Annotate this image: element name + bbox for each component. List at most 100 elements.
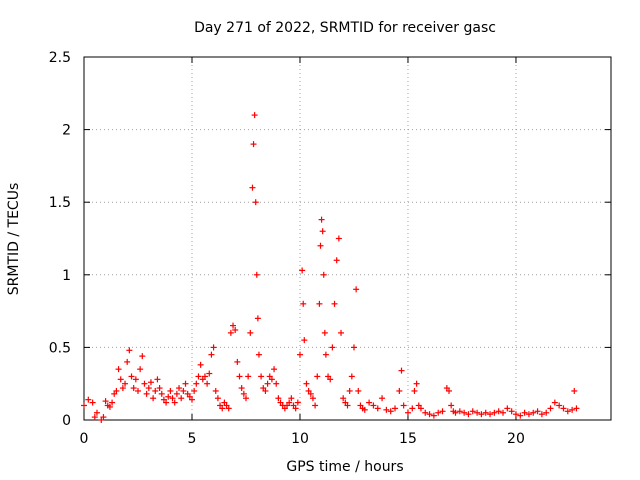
data-point <box>353 286 360 293</box>
data-point <box>413 380 420 387</box>
y-tick-label: 2 <box>62 123 71 139</box>
grid-lines <box>84 57 611 420</box>
data-point <box>361 406 368 413</box>
data-point <box>355 387 362 394</box>
data-point <box>430 412 437 419</box>
data-point <box>564 408 571 415</box>
data-point <box>100 414 107 421</box>
data-point <box>102 398 109 405</box>
data-point <box>167 387 174 394</box>
data-point <box>411 387 418 394</box>
data-point <box>264 380 271 387</box>
data-point <box>482 409 489 416</box>
data-point <box>178 395 185 402</box>
data-point <box>182 380 189 387</box>
data-point <box>225 405 232 412</box>
data-point <box>317 242 324 249</box>
data-point <box>560 405 567 412</box>
data-point <box>150 395 157 402</box>
data-point <box>122 380 129 387</box>
data-point <box>169 395 176 402</box>
data-point <box>383 406 390 413</box>
data-point <box>255 351 262 358</box>
data-point <box>204 380 211 387</box>
data-point <box>180 387 187 394</box>
data-point <box>331 300 338 307</box>
x-tick-label: 15 <box>399 431 417 447</box>
data-point <box>404 409 411 416</box>
data-point <box>452 409 459 416</box>
data-point <box>478 411 485 418</box>
data-point <box>249 184 256 191</box>
data-point <box>348 373 355 380</box>
data-point <box>571 387 578 394</box>
data-point <box>234 358 241 365</box>
data-point <box>188 396 195 403</box>
data-point <box>230 322 237 329</box>
data-point <box>392 405 399 412</box>
plot-frame <box>83 56 612 421</box>
data-point <box>156 385 163 392</box>
data-point <box>212 387 219 394</box>
data-point <box>461 409 468 416</box>
data-point <box>124 358 131 365</box>
data-point <box>409 405 416 412</box>
data-point <box>115 366 122 373</box>
data-point <box>191 387 198 394</box>
data-point <box>456 408 463 415</box>
data-point <box>322 351 329 358</box>
axis-ticks: 0 5 10 15 20 0 0.5 1 1.5 2 2.5 <box>49 50 611 447</box>
data-point <box>299 267 306 274</box>
data-point <box>258 373 265 380</box>
data-point <box>89 399 96 406</box>
y-tick-label: 1 <box>62 268 71 284</box>
data-point <box>147 379 154 386</box>
y-tick-label: 0.5 <box>49 340 71 356</box>
data-point <box>176 385 183 392</box>
data-point <box>534 408 541 415</box>
x-axis-label: GPS time / hours <box>286 459 403 475</box>
data-point <box>240 390 247 397</box>
data-point <box>556 402 563 409</box>
data-point <box>208 351 215 358</box>
data-point <box>301 337 308 344</box>
data-point <box>426 411 433 418</box>
x-tick-label: 0 <box>80 431 89 447</box>
data-point <box>551 399 558 406</box>
data-point <box>193 380 200 387</box>
data-point <box>327 376 334 383</box>
data-point <box>573 405 580 412</box>
data-point <box>512 411 519 418</box>
y-tick-label: 0 <box>62 413 71 429</box>
y-tick-label: 2.5 <box>49 50 71 66</box>
data-point <box>91 414 98 421</box>
data-point <box>439 408 446 415</box>
data-point <box>106 403 113 410</box>
data-point <box>254 315 261 322</box>
data-point <box>387 408 394 415</box>
data-point <box>171 399 178 406</box>
data-point <box>288 395 295 402</box>
data-point <box>173 390 180 397</box>
data-point <box>321 329 328 336</box>
data-point <box>521 409 528 416</box>
data-point <box>538 411 545 418</box>
data-point <box>286 399 293 406</box>
data-point <box>143 390 150 397</box>
plot-border <box>83 56 612 421</box>
x-tick-label: 10 <box>291 431 309 447</box>
data-point <box>346 387 353 394</box>
data-point <box>547 405 554 412</box>
data-point <box>318 216 325 223</box>
data-point <box>109 399 116 406</box>
data-point <box>344 402 351 409</box>
data-point <box>469 408 476 415</box>
data-point <box>158 390 165 397</box>
data-point <box>543 409 550 416</box>
data-point <box>210 344 217 351</box>
data-point <box>145 385 152 392</box>
data-point <box>152 387 159 394</box>
data-point <box>422 409 429 416</box>
data-point <box>474 409 481 416</box>
